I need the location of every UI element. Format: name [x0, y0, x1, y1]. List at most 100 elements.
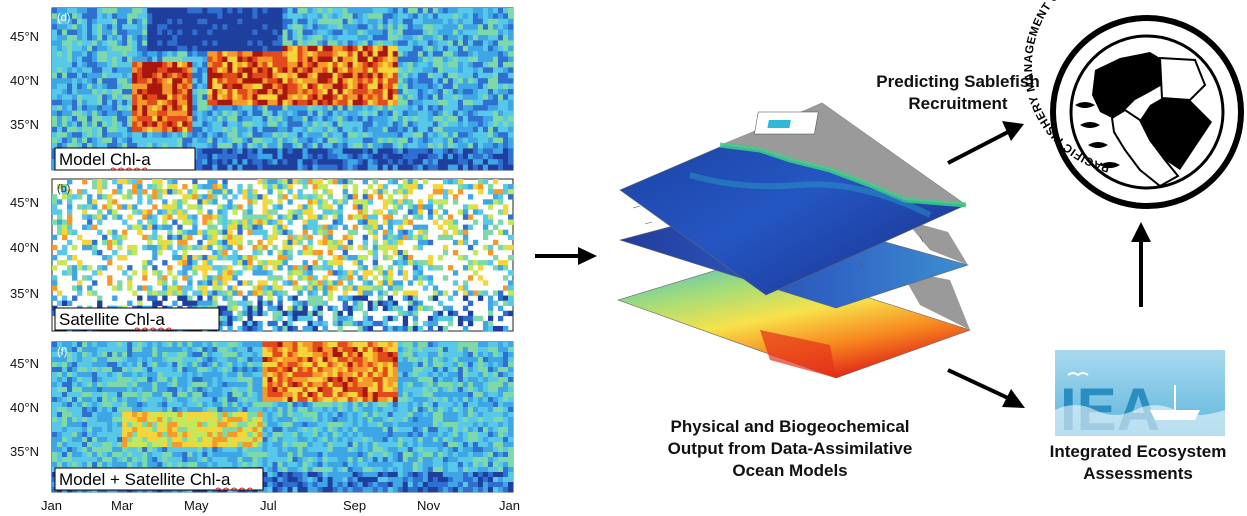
heatmap-cell — [142, 342, 148, 348]
heatmap-cell — [92, 78, 98, 84]
heatmap-cell — [367, 126, 373, 133]
heatmap-cell — [502, 137, 509, 144]
heatmap-cell — [417, 280, 424, 286]
heatmap-cell — [487, 229, 494, 236]
heatmap-cell — [402, 78, 409, 84]
heatmap-cell — [492, 45, 499, 52]
heatmap-cell — [297, 249, 303, 256]
heatmap-cell — [472, 153, 479, 160]
heatmap-cell — [482, 110, 489, 117]
heatmap-cell — [337, 40, 343, 47]
heatmap-cell — [427, 132, 434, 138]
heatmap-cell — [192, 45, 198, 52]
heatmap-cell — [407, 310, 414, 317]
heatmap-cell — [117, 347, 123, 353]
heatmap-cell — [387, 209, 394, 215]
heatmap-cell — [112, 29, 118, 36]
heatmap-cell — [297, 18, 303, 25]
heatmap-cell — [192, 194, 198, 200]
heatmap-cell — [122, 402, 128, 408]
heatmap-cell — [437, 94, 444, 101]
heatmap-cell — [257, 285, 263, 291]
heatmap-cell — [57, 407, 63, 413]
heatmap-cell — [307, 45, 313, 52]
heatmap-cell — [152, 110, 158, 117]
heatmap-cell — [92, 67, 98, 74]
heatmap-cell — [82, 13, 88, 20]
heatmap-cell — [67, 397, 73, 403]
heatmap-cell — [397, 45, 404, 52]
heatmap-cell — [187, 99, 193, 106]
heatmap-cell — [252, 255, 258, 261]
heatmap-cell — [312, 260, 318, 266]
heatmap-cell — [327, 164, 333, 171]
heatmap-cell — [472, 89, 479, 95]
heatmap-cell — [57, 249, 63, 256]
heatmap-cell — [142, 51, 148, 57]
heatmap-cell — [57, 387, 63, 393]
heatmap-cell — [217, 67, 223, 74]
heatmap-cell — [52, 392, 58, 398]
heatmap-cell — [117, 422, 123, 428]
heatmap-cell — [407, 189, 414, 195]
heatmap-cell — [287, 164, 293, 171]
heatmap-cell — [377, 62, 384, 68]
heatmap-cell — [112, 199, 118, 205]
heatmap-cell — [62, 427, 68, 433]
heatmap-cell — [407, 18, 414, 25]
heatmap-cell — [102, 357, 108, 363]
heatmap-cell — [482, 229, 489, 236]
heatmap-cell — [192, 290, 198, 296]
heatmap-cell — [227, 24, 233, 30]
heatmap-cell — [252, 62, 258, 68]
heatmap-cell — [482, 29, 489, 36]
heatmap-cell — [367, 132, 373, 138]
heatmap-cell — [332, 35, 338, 41]
heatmap-cell — [157, 422, 163, 428]
heatmap-cell — [372, 132, 379, 138]
heatmap-cell — [352, 35, 358, 41]
heatmap-cell — [112, 427, 118, 433]
heatmap-cell — [327, 148, 333, 155]
heatmap-cell — [362, 194, 368, 200]
heatmap-cell — [487, 121, 494, 128]
heatmap-cell — [117, 437, 123, 443]
heatmap-cell — [107, 13, 113, 20]
heatmap-cell — [177, 8, 183, 14]
heatmap-cell — [162, 45, 168, 52]
heatmap-cell — [312, 29, 318, 36]
heatmap-cell — [117, 392, 123, 398]
heatmap-cell — [77, 143, 83, 149]
heatmap-cell — [312, 189, 318, 195]
heatmap-cell — [97, 347, 103, 353]
heatmap-cell — [457, 8, 464, 14]
heatmap-cell — [57, 62, 63, 68]
heatmap-cell — [67, 412, 73, 418]
heatmap-cell — [272, 229, 278, 236]
heatmap-cell — [277, 194, 283, 200]
heatmap-cell — [322, 199, 328, 205]
heatmap-cell — [62, 62, 68, 68]
heatmap-cell — [172, 204, 178, 210]
heatmap-cell — [182, 249, 188, 256]
heatmap-cell — [362, 132, 368, 138]
heatmap-cell — [182, 265, 188, 271]
heatmap-cell — [487, 35, 494, 41]
heatmap-cell — [137, 367, 143, 373]
heatmap-cell — [477, 275, 484, 281]
heatmap-cell — [422, 8, 429, 14]
heatmap-cell — [132, 342, 138, 348]
heatmap-cell — [52, 397, 58, 403]
heatmap-cell — [442, 229, 449, 236]
heatmap-cell — [92, 204, 98, 210]
heatmap-cell — [72, 270, 78, 276]
heatmap-cell — [322, 83, 328, 90]
heatmap-cell — [412, 8, 419, 14]
heatmap-cell — [292, 126, 298, 133]
heatmap-cell — [332, 219, 338, 225]
heatmap-cell — [442, 244, 449, 251]
heatmap-cell — [227, 116, 233, 122]
heatmap-cell — [97, 342, 103, 348]
heatmap-cell — [482, 51, 489, 57]
heatmap-cell — [262, 56, 268, 63]
